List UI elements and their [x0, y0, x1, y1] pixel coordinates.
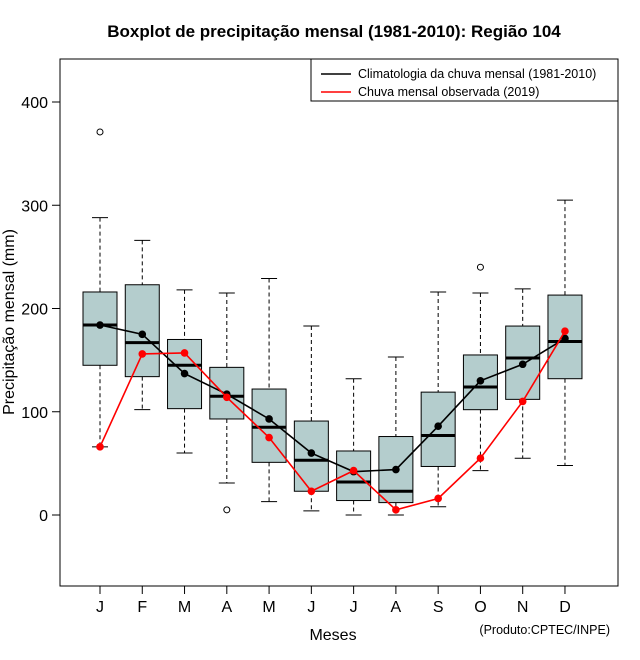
series-point — [434, 422, 442, 431]
series-line — [99, 324, 566, 473]
x-tick-label: M — [178, 599, 191, 616]
y-tick-label: 0 — [39, 508, 48, 525]
x-tick-label: S — [433, 599, 444, 616]
x-tick-label: O — [474, 599, 486, 616]
series-point — [265, 433, 273, 442]
x-axis-label: Meses — [309, 627, 356, 644]
series-point — [307, 449, 316, 457]
series-line — [99, 330, 566, 511]
outlier-point — [223, 506, 231, 514]
series-point — [561, 327, 569, 336]
box-month — [293, 325, 329, 512]
box-month — [336, 378, 372, 516]
x-tick-label: M — [262, 599, 275, 616]
box-month — [209, 292, 245, 514]
series-point — [561, 334, 569, 343]
box-month — [378, 356, 414, 516]
x-tick-label: A — [391, 599, 402, 616]
series-point — [96, 321, 104, 329]
series-point — [180, 369, 189, 378]
series-point — [518, 360, 527, 369]
outlier-point — [96, 128, 104, 136]
box-month — [505, 288, 541, 459]
chart-title: Boxplot de precipitação mensal (1981-201… — [107, 22, 561, 41]
box-month — [251, 278, 287, 503]
x-tick-label: J — [96, 599, 104, 616]
boxes-layer — [82, 128, 583, 516]
y-axis: 0 100 200 300 400 — [21, 95, 61, 525]
x-tick-label: A — [221, 599, 232, 616]
x-tick-label: J — [307, 599, 315, 616]
outlier-point — [476, 263, 484, 271]
box-month — [124, 239, 160, 411]
series-point — [265, 415, 273, 423]
series-point — [476, 454, 485, 463]
x-tick-label: F — [137, 599, 147, 616]
box-month — [420, 291, 456, 508]
legend-box — [310, 58, 619, 102]
series-point — [180, 349, 189, 357]
x-tick-label: N — [517, 599, 529, 616]
series-point — [96, 443, 104, 451]
box-month — [82, 128, 118, 448]
series-point — [138, 350, 147, 358]
series-point — [223, 393, 231, 402]
series-point — [434, 494, 442, 503]
legend-entry: Chuva mensal observada (2019) — [358, 85, 539, 99]
series-point — [307, 487, 316, 496]
legend: Climatologia da chuva mensal (1981-2010)… — [310, 58, 619, 102]
box-month — [462, 263, 498, 472]
observed-series — [96, 327, 569, 514]
y-tick-label: 400 — [21, 95, 48, 112]
x-tick-label: D — [559, 599, 571, 616]
y-tick-label: 300 — [21, 198, 48, 215]
y-tick-label: 100 — [21, 405, 48, 422]
y-tick-label: 200 — [21, 302, 48, 319]
series-point — [476, 376, 485, 385]
series-point — [518, 397, 527, 406]
climatology-series — [96, 321, 569, 476]
x-tick-label: J — [350, 599, 358, 616]
series-point — [138, 330, 147, 339]
legend-entry: Climatologia da chuva mensal (1981-2010) — [358, 67, 596, 81]
series-point — [392, 506, 400, 514]
series-point — [349, 466, 358, 475]
series-point — [392, 465, 400, 474]
lines-layer — [96, 321, 569, 514]
credit-text: (Produto:CPTEC/INPE) — [479, 623, 610, 637]
y-axis-label: Precipitação mensal (mm) — [1, 229, 18, 415]
